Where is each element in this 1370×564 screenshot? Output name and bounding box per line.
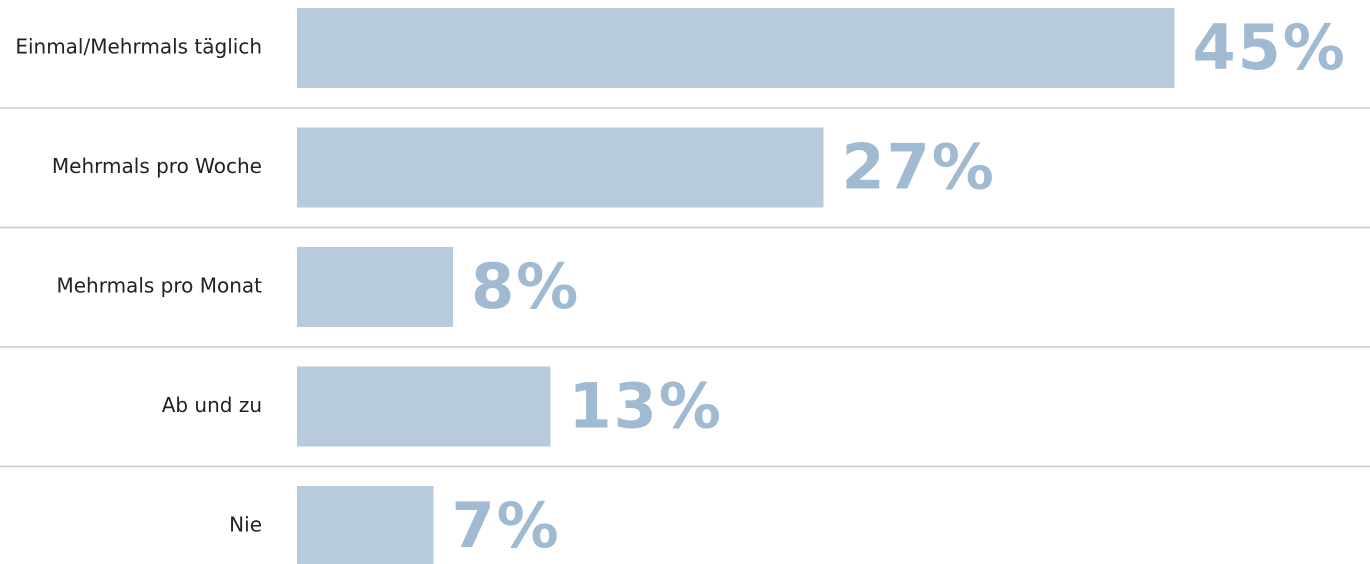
bar	[297, 486, 434, 564]
category-label: Mehrmals pro Monat	[56, 274, 262, 298]
bar	[297, 8, 1175, 88]
value-label: 27%	[842, 131, 996, 204]
value-label: 45%	[1193, 11, 1347, 84]
category-label: Nie	[229, 513, 262, 537]
category-label: Mehrmals pro Woche	[52, 154, 262, 178]
bar	[297, 247, 453, 327]
value-label: 8%	[471, 250, 580, 323]
category-label: Ab und zu	[162, 393, 262, 417]
value-label: 7%	[452, 489, 561, 562]
value-label: 13%	[569, 370, 723, 443]
bar	[297, 366, 551, 447]
bar	[297, 127, 824, 208]
category-label: Einmal/Mehrmals täglich	[15, 35, 262, 59]
